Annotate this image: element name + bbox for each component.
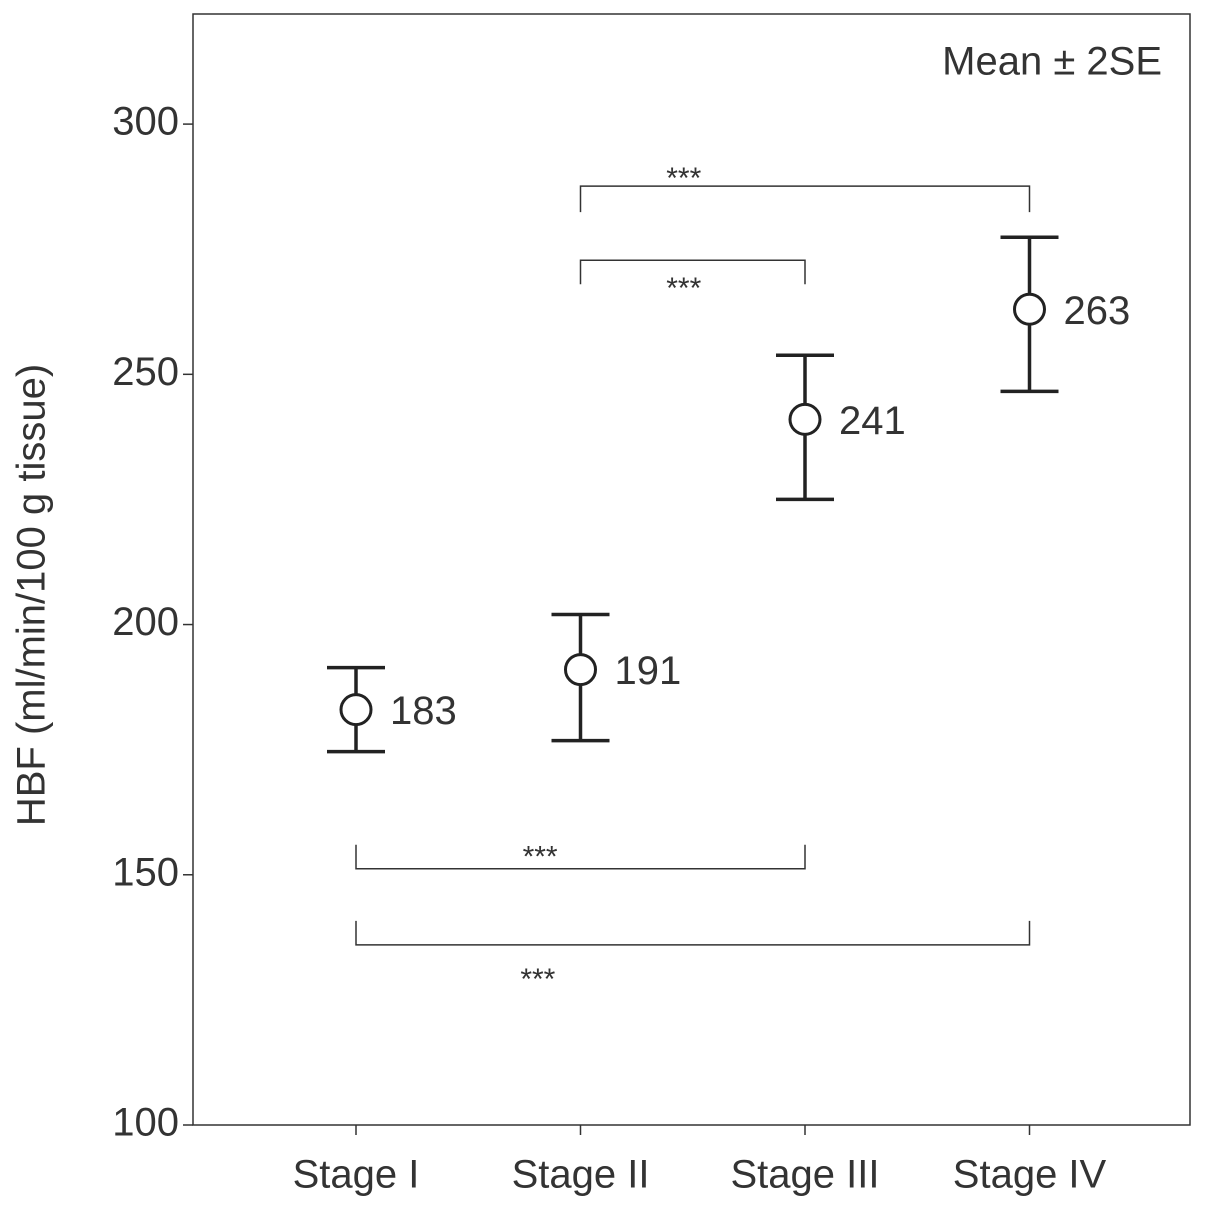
y-axis-label: HBF (ml/min/100 g tissue): [10, 364, 54, 826]
plot-frame: [192, 13, 1191, 1126]
significance-bracket: [355, 920, 1031, 946]
significance-label: ***: [666, 162, 701, 195]
mean-marker: [788, 402, 822, 436]
significance-label: ***: [520, 963, 555, 996]
significance-bracket: [579, 185, 1031, 213]
mean-marker: [564, 653, 597, 687]
x-tick-label: Stage II: [512, 1153, 650, 1197]
value-label: 241: [839, 399, 906, 443]
y-tick-label: 100: [112, 1101, 179, 1145]
y-tick-label: 250: [112, 350, 179, 394]
value-label: 263: [1064, 289, 1131, 333]
value-label: 191: [615, 649, 682, 693]
x-tick-label: Stage I: [293, 1153, 420, 1197]
annotation: Mean ± 2SE: [942, 40, 1162, 84]
value-label: 183: [390, 689, 457, 733]
y-tick-label: 300: [112, 100, 179, 144]
x-tick-label: Stage IV: [953, 1153, 1107, 1197]
x-tick-label: Stage III: [731, 1153, 880, 1197]
mean-marker: [339, 693, 373, 727]
significance-label: ***: [666, 272, 701, 305]
significance-bracket: [579, 259, 806, 285]
mean-marker: [1013, 292, 1046, 326]
y-tick-label: 150: [112, 850, 179, 894]
significance-bracket: [355, 844, 806, 870]
y-tick-label: 200: [112, 600, 179, 644]
significance-label: ***: [523, 841, 558, 874]
